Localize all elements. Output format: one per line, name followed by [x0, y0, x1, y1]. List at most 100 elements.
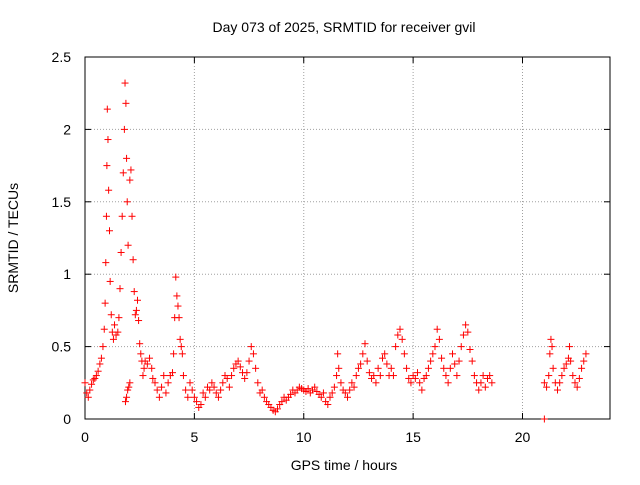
data-point: [247, 343, 255, 351]
data-point: [177, 343, 185, 351]
data-point: [451, 360, 459, 368]
data-point: [151, 379, 159, 387]
data-point: [148, 364, 156, 372]
data-point: [387, 364, 395, 372]
data-point: [210, 383, 218, 391]
data-point: [566, 343, 574, 351]
data-point: [123, 393, 131, 401]
data-point: [400, 350, 408, 358]
data-point: [140, 364, 148, 372]
data-point: [102, 212, 110, 220]
y-tick-label: 2.5: [52, 49, 72, 65]
data-point: [418, 386, 426, 394]
data-point: [174, 302, 182, 310]
data-point: [206, 386, 214, 394]
data-point: [389, 372, 397, 380]
data-point: [407, 379, 415, 387]
data-point: [155, 393, 163, 401]
data-point: [424, 364, 432, 372]
y-tick-label: 0.5: [52, 339, 72, 355]
data-point: [334, 350, 342, 358]
data-point: [359, 350, 367, 358]
x-tick-label: 5: [190, 429, 198, 445]
data-point: [126, 379, 134, 387]
data-point: [543, 383, 551, 391]
data-point: [124, 241, 132, 249]
data-point: [236, 363, 244, 371]
data-point: [317, 393, 325, 401]
data-point: [346, 386, 354, 394]
data-point: [427, 357, 435, 365]
data-point: [115, 314, 123, 322]
data-point: [121, 79, 129, 87]
data-point: [81, 379, 89, 387]
data-point: [354, 364, 362, 372]
x-axis-label: GPS time / hours: [291, 457, 398, 473]
data-point: [350, 383, 358, 391]
data-point: [571, 379, 579, 387]
data-point: [381, 350, 389, 358]
data-point: [170, 350, 178, 358]
data-point: [186, 379, 194, 387]
y-axis-label: SRMTID / TECUs: [5, 183, 21, 293]
data-point: [374, 364, 382, 372]
data-point: [91, 374, 99, 382]
data-point: [96, 360, 104, 368]
data-point: [89, 376, 97, 384]
data-point: [560, 364, 568, 372]
data-point: [567, 357, 575, 365]
data-point: [311, 383, 319, 391]
data-point: [230, 364, 238, 372]
data-point: [475, 386, 483, 394]
data-point: [107, 311, 115, 319]
data-point: [111, 321, 119, 329]
data-point: [178, 350, 186, 358]
data-point: [396, 325, 404, 333]
data-point: [278, 398, 286, 406]
data-point: [94, 367, 102, 375]
data-point: [453, 372, 461, 380]
data-point: [479, 372, 487, 380]
data-point: [158, 383, 166, 391]
data-point: [403, 364, 411, 372]
data-point: [457, 343, 465, 351]
data-point: [365, 369, 373, 377]
data-point: [464, 328, 472, 336]
x-tick-label: 10: [296, 429, 312, 445]
data-point: [416, 379, 424, 387]
data-point: [197, 401, 205, 409]
data-point: [335, 364, 343, 372]
data-point: [440, 364, 448, 372]
data-point: [128, 212, 136, 220]
data-point: [462, 321, 470, 329]
data-point: [405, 374, 413, 382]
data-point: [101, 299, 109, 307]
data-point: [252, 364, 260, 372]
data-point: [444, 379, 452, 387]
data-point: [169, 369, 176, 377]
data-point: [556, 379, 564, 387]
data-point: [363, 357, 371, 365]
data-point: [455, 357, 463, 365]
data-point: [134, 296, 141, 304]
data-point: [117, 248, 125, 256]
x-tick-label: 15: [405, 429, 421, 445]
data-point: [137, 350, 145, 358]
data-point: [125, 383, 133, 391]
x-tick-label: 0: [81, 429, 89, 445]
x-tick-label: 20: [515, 429, 531, 445]
data-point: [486, 372, 494, 380]
data-point: [546, 350, 554, 358]
data-point: [548, 343, 556, 351]
data-point: [143, 360, 151, 368]
data-point: [392, 343, 400, 351]
data-point: [135, 317, 143, 325]
data-point: [217, 386, 225, 394]
plot-border: [84, 56, 611, 420]
data-point: [554, 386, 561, 394]
data-point: [470, 372, 478, 380]
data-point: [114, 328, 122, 336]
data-point: [379, 354, 386, 362]
data-point: [234, 357, 242, 365]
